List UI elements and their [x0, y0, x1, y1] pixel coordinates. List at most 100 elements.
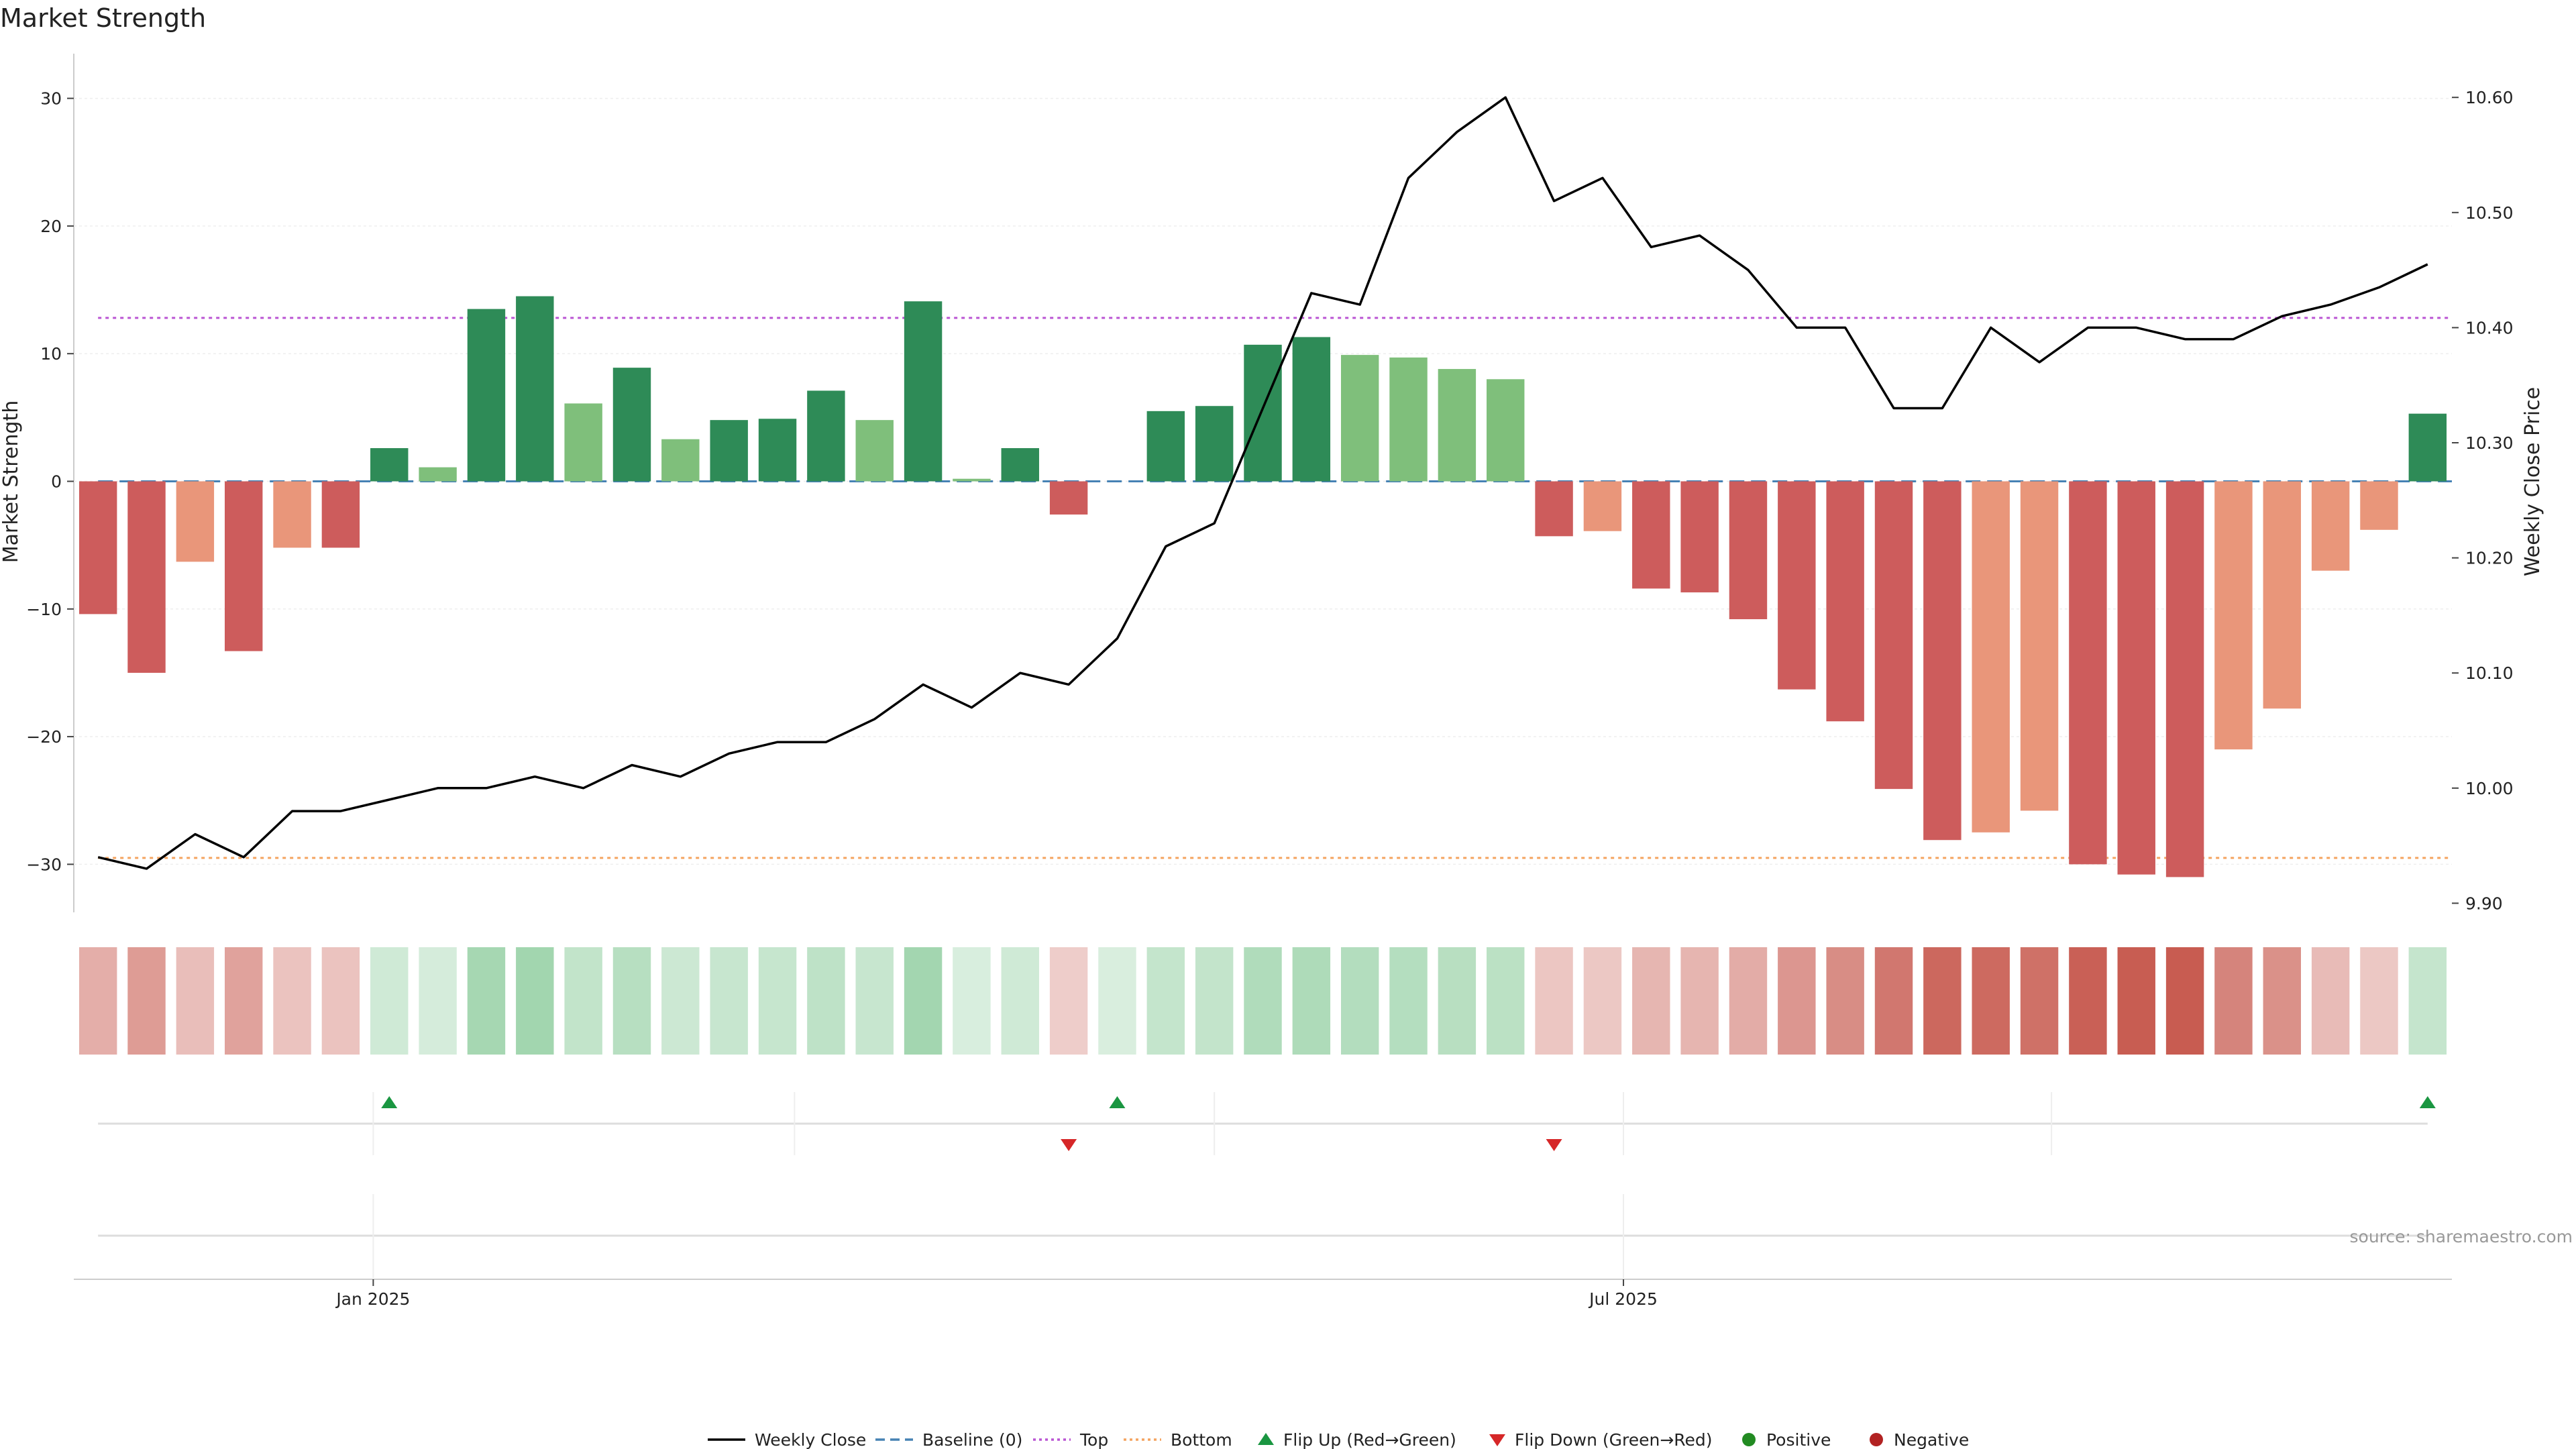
legend-flip-down: Flip Down (Green→Red) [1489, 1430, 1713, 1449]
y2-tick-label: 10.40 [2465, 318, 2514, 337]
heat-cell [1146, 947, 1185, 1055]
source-note: source: sharemaestro.com [2350, 1227, 2573, 1246]
heat-cell [1389, 947, 1428, 1055]
legend-top: Top [1033, 1430, 1108, 1449]
legend-label: Flip Down (Green→Red) [1515, 1430, 1713, 1449]
legend-label: Negative [1894, 1430, 1969, 1449]
flip-markers-panel [98, 1092, 2436, 1155]
legend-bottom: Bottom [1124, 1430, 1232, 1449]
heat-cell [564, 947, 602, 1055]
legend-swatch [1870, 1433, 1883, 1446]
heat-cell [370, 947, 409, 1055]
heat-cell [612, 947, 651, 1055]
strength-bar [321, 481, 360, 548]
heat-cell [176, 947, 215, 1055]
y-axis-label: Market Strength [0, 400, 23, 563]
heat-cell [516, 947, 554, 1055]
strength-bar [612, 368, 651, 482]
strength-bar [2408, 413, 2447, 482]
strength-bar [1487, 379, 1525, 482]
strength-bar [1923, 481, 1962, 841]
legend-positive: Positive [1742, 1430, 1831, 1449]
heat-cell [1049, 947, 1088, 1055]
heat-cell [1438, 947, 1477, 1055]
strength-bar [1438, 369, 1477, 482]
strength-bar [1195, 406, 1234, 482]
strength-bar [78, 481, 117, 614]
strength-bars [78, 296, 2447, 877]
legend-negative: Negative [1870, 1430, 1969, 1449]
strength-bar [855, 420, 894, 482]
heat-cell [1535, 947, 1573, 1055]
strength-bar [176, 481, 215, 562]
strength-bar [904, 301, 943, 482]
strength-bar [758, 419, 797, 482]
heat-cell [2117, 947, 2155, 1055]
strength-bar [127, 481, 166, 673]
heat-cell [1778, 947, 1816, 1055]
heat-cell [224, 947, 263, 1055]
heat-cell [321, 947, 360, 1055]
strength-bar [1001, 448, 1039, 482]
legend-weekly-close: Weekly Close [708, 1430, 866, 1449]
y-tick-label: −20 [26, 727, 62, 747]
strength-bar [419, 467, 457, 482]
flip-up-marker [1109, 1096, 1126, 1108]
heat-cell [710, 947, 748, 1055]
heat-cell [1244, 947, 1282, 1055]
strength-bar [1146, 411, 1185, 482]
heat-cell [1292, 947, 1331, 1055]
heat-cell [904, 947, 943, 1055]
y-tick-label: −10 [26, 600, 62, 619]
strength-bar [2165, 481, 2204, 877]
heat-cell [78, 947, 117, 1055]
y2-tick-label: 10.10 [2465, 663, 2514, 683]
heat-cell [1487, 947, 1525, 1055]
y-tick-label: 10 [40, 344, 62, 364]
heat-cell [1923, 947, 1962, 1055]
lower-panel [74, 1194, 2452, 1280]
strength-bar [224, 481, 263, 651]
legend-swatch [1489, 1434, 1505, 1446]
heat-cell [1583, 947, 1622, 1055]
heat-cell [1001, 947, 1039, 1055]
x-axis-ticks: Jan 2025 Jul 2025 [335, 1279, 1658, 1309]
legend-label: Weekly Close [755, 1430, 866, 1449]
y-tick-label: 20 [40, 217, 62, 236]
strength-bar [661, 439, 700, 482]
heat-cell [1680, 947, 1719, 1055]
heat-cell [2360, 947, 2398, 1055]
y-tick-label: −30 [26, 855, 62, 874]
heat-cell [855, 947, 894, 1055]
y-tick-label: 30 [40, 89, 62, 109]
strength-bar [1389, 357, 1428, 482]
heat-cell [953, 947, 991, 1055]
strength-bar [2117, 481, 2155, 875]
heat-cell [467, 947, 506, 1055]
strength-bar [1244, 344, 1282, 482]
heat-cell [807, 947, 845, 1055]
strength-bar [2263, 481, 2302, 709]
strength-bar [1874, 481, 1913, 790]
strength-bar [2311, 481, 2350, 571]
y2-tick-label: 10.50 [2465, 203, 2514, 223]
heat-cell [1972, 947, 2010, 1055]
weekly-close-line [97, 96, 2428, 870]
flip-down-marker [1546, 1139, 1562, 1151]
legend-swatch [1258, 1433, 1274, 1445]
strength-bar [953, 478, 991, 482]
heat-cell [1340, 947, 1379, 1055]
flip-down-marker [1061, 1139, 1077, 1151]
strength-bar [2020, 481, 2059, 811]
strength-bar [467, 309, 506, 482]
strength-bar [1729, 481, 1768, 620]
strength-bar [564, 403, 602, 482]
strength-bar [516, 296, 554, 482]
strength-bar [2214, 481, 2253, 750]
legend: Weekly Close Baseline (0) Top Bottom Flip Up… [708, 1430, 1969, 1449]
y2-tick-label: 10.60 [2465, 88, 2514, 107]
strength-bar [807, 390, 845, 482]
legend-label: Bottom [1171, 1430, 1232, 1449]
strength-bar [1826, 481, 1864, 722]
